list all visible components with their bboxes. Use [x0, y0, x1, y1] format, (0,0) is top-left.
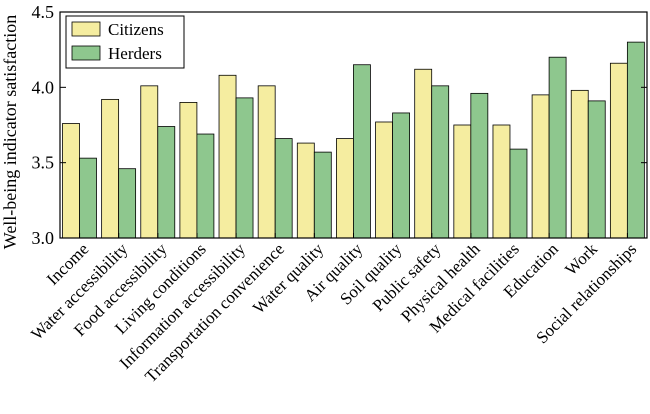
bar-herders-12 [548, 56, 567, 239]
y-ticks-layer: 3.0 3.5 4.0 4.5 [32, 2, 647, 248]
bar-herders-6 [313, 151, 332, 239]
bar-citizens-6 [296, 142, 315, 239]
bar-citizens-1 [101, 98, 120, 239]
bar-citizens-9 [414, 68, 433, 239]
bar-herders-10 [470, 92, 489, 239]
bar-herders-9 [431, 85, 450, 239]
bar-herders-5 [274, 138, 293, 239]
bar-herders-1 [118, 168, 137, 239]
bar-herders-14 [626, 41, 645, 239]
bar-citizens-10 [453, 124, 472, 239]
bar-herders-11 [509, 148, 528, 239]
bar-citizens-3 [179, 102, 198, 239]
legend-swatch-citizens [71, 21, 101, 37]
bars-layer [62, 41, 645, 239]
bar-citizens-11 [492, 124, 511, 239]
legend-swatch-herders [71, 45, 101, 61]
bar-citizens-2 [140, 85, 159, 239]
bar-citizens-4 [218, 74, 237, 239]
bar-citizens-7 [336, 138, 354, 239]
bar-citizens-0 [62, 123, 80, 239]
bar-herders-13 [587, 100, 606, 239]
bar-herders-3 [196, 133, 215, 239]
bar-herders-2 [157, 126, 176, 239]
legend-label-citizens: Citizens [108, 20, 164, 39]
y-tick-label: 3.0 [32, 228, 55, 248]
legend-label-herders: Herders [108, 44, 162, 63]
y-tick-label: 4.0 [32, 77, 55, 97]
bar-citizens-5 [257, 85, 276, 239]
legend: Citizens Herders [65, 15, 185, 69]
y-tick-label: 4.5 [32, 2, 55, 22]
bar-citizens-8 [375, 121, 393, 239]
y-axis-title: Well-being indicator satisfaction [0, 15, 20, 249]
bar-herders-8 [392, 112, 410, 239]
bar-herders-4 [235, 97, 254, 239]
bar-herders-0 [79, 157, 97, 239]
bar-citizens-12 [531, 94, 550, 239]
bar-herders-7 [353, 64, 371, 239]
bar-citizens-13 [570, 89, 589, 239]
y-tick-label: 3.5 [32, 153, 55, 173]
bar-citizens-14 [609, 62, 628, 239]
